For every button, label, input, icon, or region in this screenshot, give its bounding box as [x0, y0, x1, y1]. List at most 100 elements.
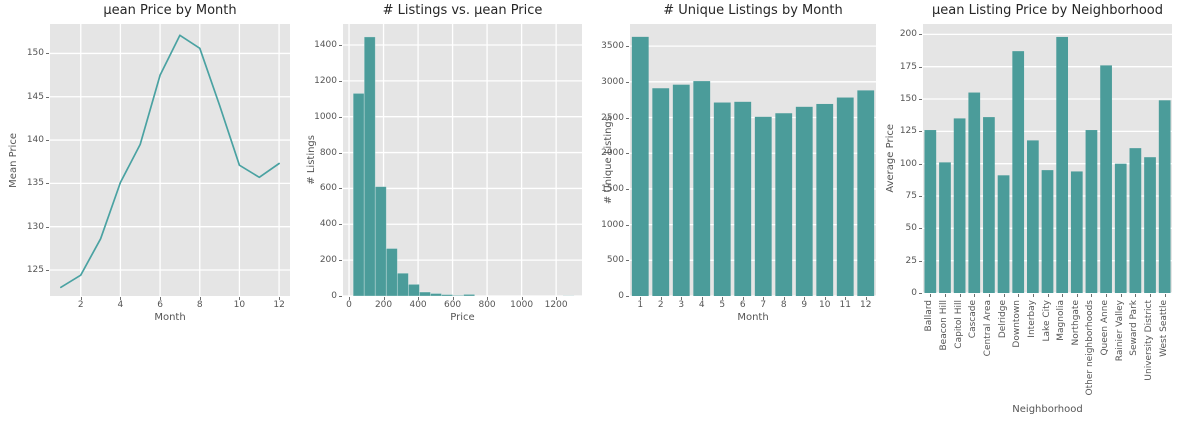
- x-tick-label: 11: [839, 300, 851, 310]
- x-tick-mark: [279, 297, 281, 300]
- line-series: [60, 34, 280, 289]
- bar: [396, 272, 409, 296]
- y-tick-label: 0: [331, 291, 337, 301]
- y-axis-title-text: Average Price: [884, 124, 896, 193]
- bar: [939, 162, 951, 293]
- y-tick-mark: [339, 116, 342, 118]
- y-tick-mark: [339, 188, 342, 190]
- y-tick-mark: [626, 260, 629, 262]
- y-tick-mark: [46, 270, 49, 271]
- x-tick-mark: [383, 297, 385, 300]
- bar: [1041, 170, 1054, 293]
- bar: [1100, 65, 1112, 293]
- plot-background: [630, 24, 876, 296]
- y-tick-label: 100: [899, 158, 917, 169]
- y-tick-mark: [626, 81, 629, 83]
- x-tick-mark: [1150, 294, 1152, 297]
- y-tick-mark: [919, 66, 922, 68]
- x-tick-mark: [660, 297, 662, 300]
- x-tick-label: 200: [374, 300, 393, 310]
- x-tick-label: 1000: [510, 300, 534, 310]
- x-tick-mark: [974, 294, 976, 297]
- x-tick-mark: [1091, 294, 1093, 297]
- x-axis-title: Month: [154, 312, 186, 323]
- x-tick-mark: [1106, 294, 1108, 297]
- x-tick-mark: [239, 297, 241, 300]
- y-tick-label: 150: [26, 48, 44, 59]
- x-tick-label: 800: [478, 300, 496, 310]
- y-tick-mark: [46, 96, 49, 98]
- x-tick-mark: [722, 297, 724, 300]
- y-tick-label: 1400: [314, 39, 337, 50]
- x-tick-mark: [988, 294, 990, 297]
- plot-area: [50, 24, 290, 296]
- y-tick-label: 3000: [601, 76, 624, 87]
- bar: [997, 175, 1010, 293]
- bar: [1144, 157, 1156, 293]
- bar: [1070, 171, 1083, 293]
- y-tick-mark: [339, 296, 342, 297]
- y-tick-label: 1500: [601, 183, 624, 194]
- y-tick-label: 130: [26, 221, 44, 232]
- bar: [1012, 51, 1025, 293]
- x-tick-label: 3: [678, 300, 685, 310]
- y-tick-label: 50: [905, 223, 917, 234]
- plot-background: [343, 24, 582, 296]
- bar: [672, 84, 690, 296]
- y-tick-mark: [339, 152, 342, 154]
- y-tick-label: 150: [899, 94, 917, 104]
- bar: [754, 116, 772, 296]
- y-tick-mark: [626, 46, 629, 48]
- chart-title: # Listings vs. μean Price: [382, 3, 543, 18]
- y-tick-label: 125: [26, 265, 44, 275]
- y-tick-label: 1000: [314, 111, 337, 122]
- x-tick-mark: [120, 297, 122, 300]
- x-tick-label: University District: [1144, 300, 1155, 381]
- y-tick-mark: [919, 163, 922, 165]
- x-tick-label: 4: [698, 300, 705, 310]
- x-tick-mark: [1018, 294, 1020, 297]
- x-tick-label: Seward Park: [1129, 300, 1140, 356]
- x-tick-label: 1200: [544, 300, 568, 310]
- y-tick-label: 175: [899, 61, 917, 72]
- bar: [1026, 140, 1039, 293]
- y-tick-label: 500: [606, 255, 624, 266]
- bar: [816, 103, 834, 296]
- y-tick-label: 1000: [601, 219, 624, 230]
- x-tick-label: West Seattle: [1158, 300, 1169, 357]
- bar: [924, 130, 937, 293]
- x-tick-mark: [763, 297, 765, 300]
- y-tick-mark: [919, 196, 922, 197]
- y-axis-title-text: # Listings: [305, 135, 317, 185]
- bar: [734, 101, 752, 296]
- y-tick-label: 200: [319, 255, 337, 266]
- y-tick-label: 600: [319, 183, 337, 194]
- x-tick-label: Lake City: [1041, 300, 1052, 342]
- x-tick-label: 9: [801, 300, 808, 310]
- bar: [652, 88, 670, 296]
- x-tick-label: Cascade: [968, 300, 979, 339]
- y-tick-label: 135: [26, 178, 44, 189]
- x-tick-label: 6: [739, 300, 746, 310]
- bar: [352, 92, 365, 296]
- y-tick-label: 0: [618, 291, 624, 301]
- x-tick-mark: [1076, 294, 1078, 297]
- bar: [968, 92, 981, 293]
- bar: [441, 294, 453, 296]
- bar: [775, 113, 793, 296]
- x-axis-title: Neighborhood: [1012, 404, 1083, 415]
- x-tick-mark: [160, 297, 162, 300]
- x-tick-label: 12: [273, 300, 285, 310]
- x-axis-title: Price: [450, 312, 475, 323]
- x-tick-mark: [804, 297, 806, 300]
- x-tick-mark: [824, 297, 826, 300]
- x-tick-mark: [521, 297, 523, 300]
- x-tick-label: Magnolia: [1056, 300, 1067, 341]
- y-tick-mark: [919, 131, 922, 133]
- x-tick-label: 12: [860, 300, 872, 310]
- bar: [419, 291, 431, 296]
- bar: [1056, 36, 1069, 293]
- bar: [1158, 100, 1171, 293]
